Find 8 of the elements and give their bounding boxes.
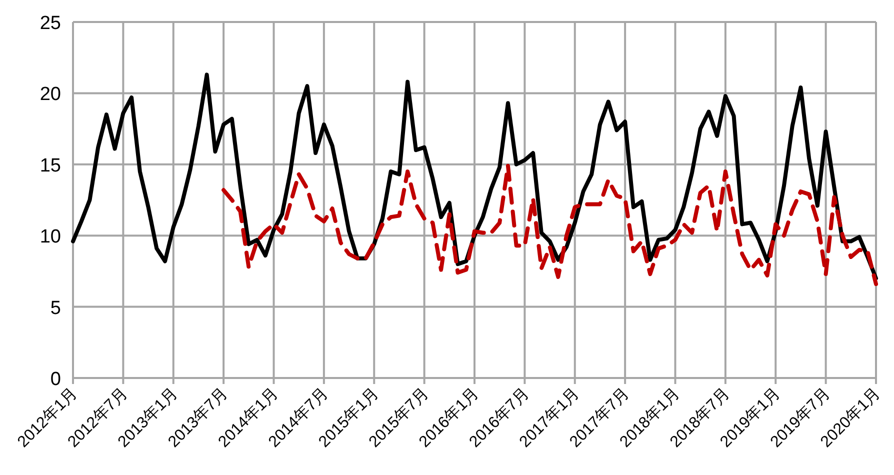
y-tick-label: 10 bbox=[40, 226, 61, 248]
y-tick-label: 0 bbox=[50, 369, 61, 390]
y-tick-label: 5 bbox=[50, 298, 61, 319]
line-series bbox=[71, 72, 878, 280]
y-tick-label: 20 bbox=[40, 84, 61, 106]
line-series bbox=[222, 164, 878, 286]
y-tick-label: 25 bbox=[40, 13, 61, 34]
y-tick-label: 15 bbox=[40, 155, 61, 176]
